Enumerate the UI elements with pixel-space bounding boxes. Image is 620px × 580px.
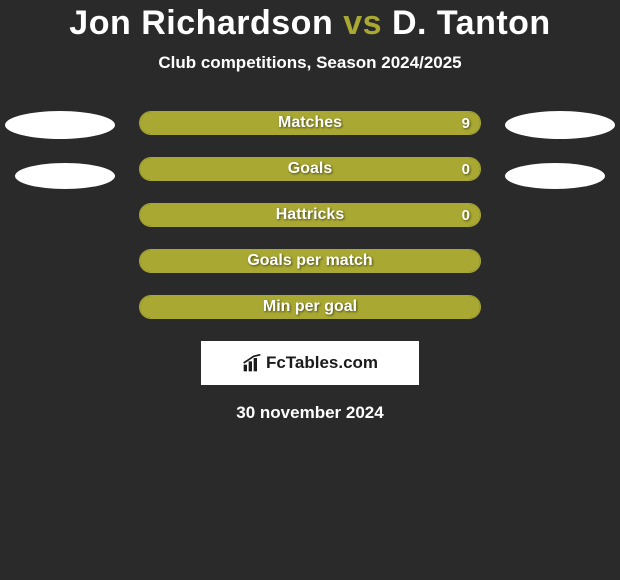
stats-area: Matches 9 Goals 0 Hattricks 0 Goals per match M…	[0, 111, 620, 319]
player1-photo-placeholder-2	[15, 163, 115, 189]
subtitle: Club competitions, Season 2024/2025	[158, 53, 461, 73]
player2-photo-placeholder-1	[505, 111, 615, 139]
player1-name: Jon Richardson	[69, 4, 333, 42]
player1-photo-placeholder-1	[5, 111, 115, 139]
stat-bar-label: Hattricks	[276, 206, 344, 224]
player2-photo-placeholder-2	[505, 163, 605, 189]
stat-bar: Matches 9	[139, 111, 481, 135]
vs-text: vs	[343, 4, 382, 42]
logo-text: FcTables.com	[266, 353, 378, 373]
stat-bar-label: Goals per match	[247, 252, 372, 270]
chart-icon	[242, 354, 262, 372]
stat-bar-label: Matches	[278, 114, 342, 132]
stat-bars: Matches 9 Goals 0 Hattricks 0 Goals per match M…	[139, 111, 481, 319]
stat-bar: Goals 0	[139, 157, 481, 181]
stat-bar-value: 0	[462, 207, 470, 224]
stats-widget: Jon Richardson vs D. Tanton Club competi…	[0, 0, 620, 423]
player2-name: D. Tanton	[392, 4, 551, 42]
stat-bar-label: Goals	[288, 160, 332, 178]
date-text: 30 november 2024	[236, 403, 383, 423]
logo-box[interactable]: FcTables.com	[201, 341, 419, 385]
stat-bar: Min per goal	[139, 295, 481, 319]
stat-bar: Goals per match	[139, 249, 481, 273]
stat-bar-value: 0	[462, 161, 470, 178]
stat-bar: Hattricks 0	[139, 203, 481, 227]
stat-bar-value: 9	[462, 115, 470, 132]
stat-bar-label: Min per goal	[263, 298, 357, 316]
page-title: Jon Richardson vs D. Tanton	[69, 4, 550, 43]
